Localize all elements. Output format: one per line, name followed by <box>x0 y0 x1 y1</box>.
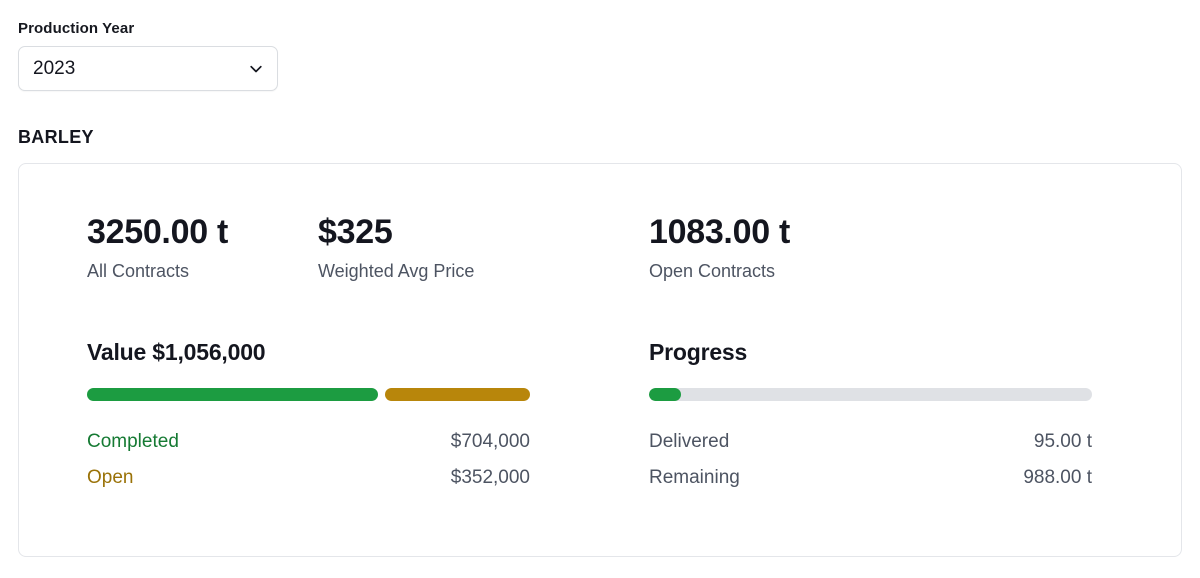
kpi-all-contracts: 3250.00 t All Contracts <box>87 212 228 282</box>
delivery-progress-bar <box>649 388 1092 401</box>
value-bar-segment-completed <box>87 388 378 401</box>
value-bar-segment-open <box>384 388 530 401</box>
progress-panel-title: Progress <box>649 339 748 365</box>
production-year-selected-value: 2023 <box>33 58 76 79</box>
production-year-select[interactable]: 2023 <box>18 46 278 91</box>
value-legend-label-open: Open <box>87 467 134 488</box>
kpi-weighted-avg-price: $325 Weighted Avg Price <box>318 212 474 282</box>
value-panel: Value $1,056,000 Completed $704,000 Open… <box>87 338 530 496</box>
commodity-name: BARLEY <box>18 127 94 147</box>
kpi-all-contracts-value: 3250.00 t <box>87 213 228 251</box>
progress-legend-amount-remaining: 988.00 t <box>1023 467 1092 488</box>
progress-legend-row-remaining: Remaining 988.00 t <box>649 460 1092 496</box>
kpi-row: 3250.00 t All Contracts $325 Weighted Av… <box>19 164 1181 304</box>
value-legend-amount-completed: $704,000 <box>450 431 530 452</box>
progress-legend-label-remaining: Remaining <box>649 467 740 488</box>
progress-legend-amount-delivered: 95.00 t <box>1033 431 1092 452</box>
kpi-open-contracts: 1083.00 t Open Contracts <box>649 212 790 282</box>
progress-panel: Progress Delivered 95.00 t Remaining 988… <box>649 338 1092 496</box>
value-legend-row-open: Open $352,000 <box>87 460 530 496</box>
kpi-all-contracts-label: All Contracts <box>87 261 190 281</box>
progress-legend-label-delivered: Delivered <box>649 431 730 452</box>
kpi-open-contracts-value: 1083.00 t <box>649 213 790 251</box>
chevron-down-icon <box>249 62 263 76</box>
kpi-weighted-avg-price-value: $325 <box>318 213 393 251</box>
commodity-summary-card: 3250.00 t All Contracts $325 Weighted Av… <box>18 163 1182 557</box>
production-year-label: Production Year <box>18 20 135 37</box>
value-legend-row-completed: Completed $704,000 <box>87 424 530 460</box>
value-legend-label-completed: Completed <box>87 431 179 452</box>
production-year-filter: Production Year 2023 <box>18 20 280 91</box>
kpi-weighted-avg-price-label: Weighted Avg Price <box>318 261 475 281</box>
value-legend-amount-open: $352,000 <box>450 467 530 488</box>
kpi-open-contracts-label: Open Contracts <box>649 261 776 281</box>
value-split-bar <box>87 388 530 401</box>
value-panel-title: Value $1,056,000 <box>87 339 266 365</box>
delivery-progress-fill <box>649 388 681 401</box>
progress-legend-row-delivered: Delivered 95.00 t <box>649 424 1092 460</box>
